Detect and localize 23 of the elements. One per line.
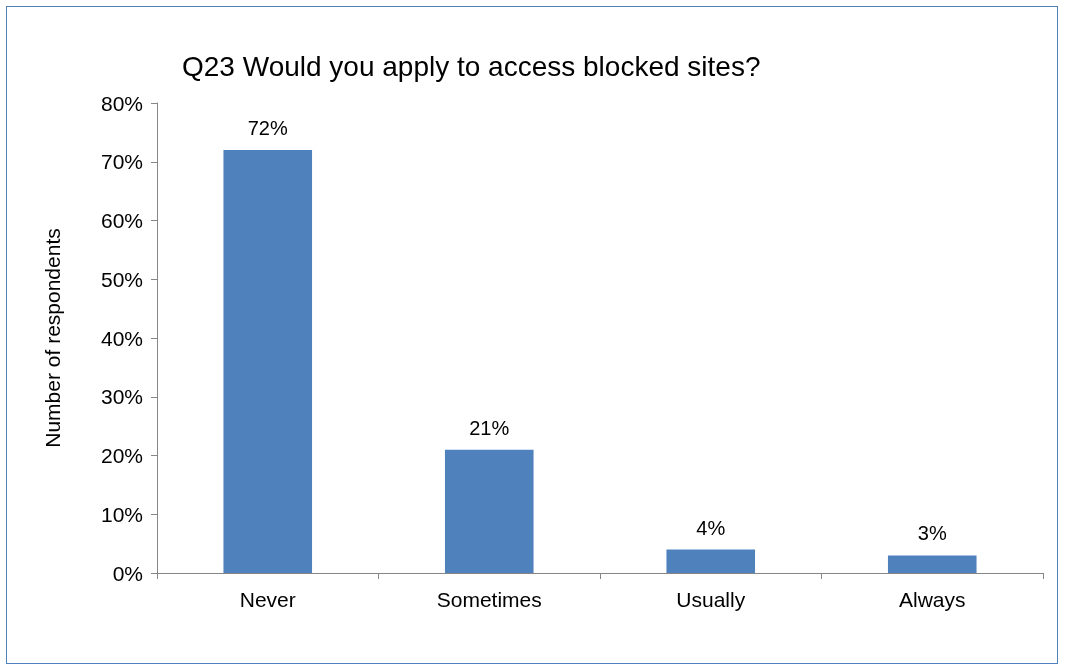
bar	[666, 549, 756, 573]
y-tick-label: 80%	[100, 91, 143, 115]
data-label: 4%	[696, 516, 726, 539]
x-tick-label: Never	[239, 588, 296, 611]
bar	[223, 150, 313, 573]
chart-title: Q23 Would you apply to access blocked sites?	[182, 50, 761, 82]
y-axis-title: Number of respondents	[41, 228, 64, 448]
data-label: 3%	[917, 522, 947, 545]
bar	[444, 449, 534, 573]
y-tick-label: 0%	[112, 561, 143, 585]
y-tick-label: 40%	[100, 326, 143, 350]
x-tick-label: Always	[898, 588, 966, 611]
y-tick-label: 50%	[100, 267, 143, 291]
y-tick-label: 70%	[100, 150, 143, 174]
bar	[887, 555, 977, 573]
y-tick-label: 60%	[100, 209, 143, 232]
y-tick-label: 30%	[100, 385, 143, 409]
x-tick-label: Sometimes	[436, 588, 542, 611]
data-label: 72%	[247, 117, 288, 139]
x-tick-label: Usually	[676, 588, 746, 611]
data-label: 21%	[469, 416, 510, 439]
y-tick-label: 10%	[100, 502, 143, 526]
y-tick-label: 20%	[100, 444, 143, 467]
